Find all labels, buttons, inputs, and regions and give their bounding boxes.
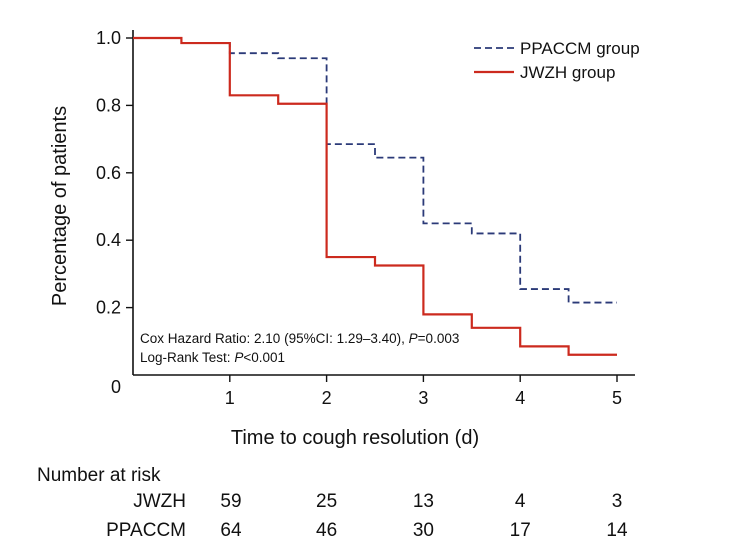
- legend-ppaccm-label: PPACCM group: [520, 39, 640, 58]
- legend-jwzh-label: JWZH group: [520, 63, 615, 82]
- x-axis-title: Time to cough resolution (d): [231, 427, 479, 449]
- y-axis-title: Percentage of patients: [49, 106, 71, 306]
- risk-cell: 25: [316, 491, 337, 512]
- x-tick-label: 1: [225, 388, 235, 408]
- risk-row-label: PPACCM: [106, 520, 186, 541]
- risk-cell: 4: [515, 491, 526, 512]
- axes: [132, 30, 635, 376]
- log-rank-test-text: Log-Rank Test: P<0.001: [140, 350, 285, 365]
- risk-cell: 46: [316, 520, 337, 541]
- y-tick-label: 1.0: [96, 28, 121, 48]
- risk-cell: 59: [220, 491, 241, 512]
- x-tick-label: 4: [515, 388, 525, 408]
- y-tick-label: 0.2: [96, 298, 121, 318]
- risk-cell: 17: [510, 520, 531, 541]
- x-tick-label: 3: [418, 388, 428, 408]
- x-tick-label: 2: [322, 388, 332, 408]
- stats-annotation: Cox Hazard Ratio: 2.10 (95%CI: 1.29–3.40…: [140, 331, 459, 365]
- risk-cell: 30: [413, 520, 434, 541]
- y-tick-label: 0: [111, 377, 121, 397]
- x-ticks: 1 2 3 4 5: [225, 375, 622, 408]
- number-at-risk-table: Number at risk JWZH 59 25 13 4 3 PPACCM 64 46 30 1…: [37, 465, 628, 541]
- x-tick-label: 5: [612, 388, 622, 408]
- y-tick-label: 0.8: [96, 95, 121, 115]
- y-ticks: 0 0.2 0.4 0.6 0.8 1.0: [96, 28, 133, 397]
- risk-row-label: JWZH: [133, 491, 186, 512]
- jwzh-curve: [133, 36, 617, 356]
- risk-cell: 3: [612, 491, 623, 512]
- risk-table-title: Number at risk: [37, 465, 161, 486]
- survival-curves: [133, 36, 617, 356]
- risk-cell: 64: [220, 520, 242, 541]
- risk-cell: 13: [413, 491, 434, 512]
- y-tick-label: 0.4: [96, 230, 121, 250]
- legend: PPACCM group JWZH group: [474, 39, 640, 82]
- cox-hazard-ratio-text: Cox Hazard Ratio: 2.10 (95%CI: 1.29–3.40…: [140, 331, 459, 346]
- y-tick-label: 0.6: [96, 163, 121, 183]
- risk-cell: 14: [606, 520, 628, 541]
